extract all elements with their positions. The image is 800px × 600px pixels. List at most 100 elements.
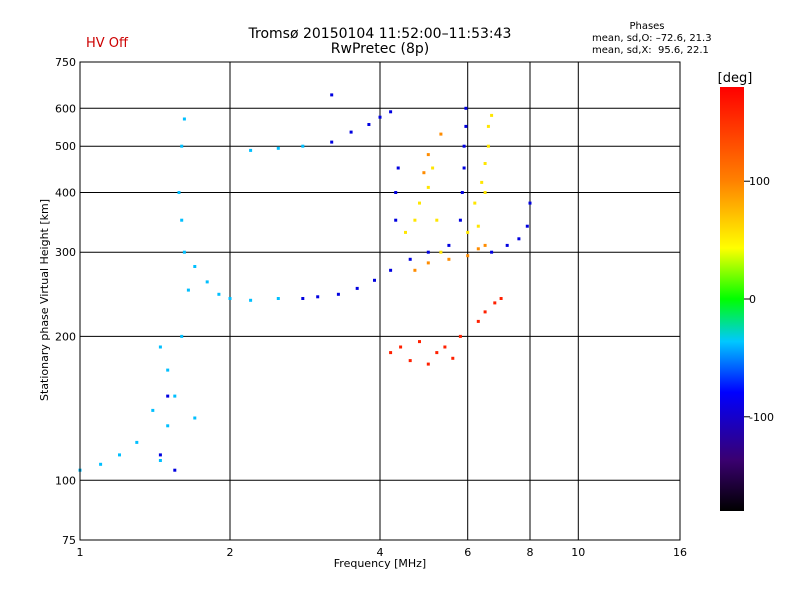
colorbar-ticks: -100 0 100 — [744, 175, 774, 424]
data-point — [447, 257, 451, 261]
y-tick-label: 200 — [55, 330, 76, 343]
y-tick-label: 400 — [55, 187, 76, 200]
data-point — [486, 144, 490, 148]
y-tick-label: 600 — [55, 102, 76, 115]
data-point — [249, 298, 253, 302]
data-point — [166, 394, 170, 398]
data-point — [166, 424, 170, 428]
data-point — [355, 286, 359, 290]
data-point — [118, 453, 121, 457]
y-axis-label: Stationary phase Virtual Height [km] — [38, 199, 51, 401]
grid-lines — [80, 62, 680, 540]
data-point — [476, 247, 480, 251]
data-point — [435, 351, 439, 355]
phase-stats-title: Phases — [629, 21, 665, 32]
data-point — [466, 230, 470, 234]
chart-title-line1: Tromsø 20150104 11:52:00–11:53:43 — [248, 26, 512, 42]
data-point — [182, 117, 186, 121]
phase-stats: Phases mean, sd,O: –72.6, 21.3 mean, sd,… — [592, 21, 712, 57]
data-point — [166, 368, 170, 372]
data-point — [404, 230, 407, 234]
data-point — [186, 288, 190, 292]
data-point — [493, 301, 497, 305]
x-tick-label: 2 — [227, 546, 234, 559]
data-point — [151, 408, 155, 412]
data-point — [389, 268, 393, 272]
colorbar — [720, 87, 744, 511]
data-point — [486, 124, 490, 128]
data-point — [483, 310, 487, 314]
data-point — [466, 254, 470, 258]
data-point — [473, 201, 477, 205]
y-tick-label: 75 — [62, 534, 76, 547]
data-point — [193, 416, 197, 420]
data-point — [499, 297, 503, 300]
data-point — [276, 146, 280, 150]
colorbar-tick-label: -100 — [749, 411, 774, 424]
data-point — [135, 440, 139, 444]
data-point — [173, 468, 177, 472]
data-point — [418, 201, 421, 205]
data-point — [408, 359, 412, 363]
x-tick-label: 6 — [464, 546, 471, 559]
colorbar-label: [deg] — [718, 71, 753, 86]
data-point — [517, 237, 521, 241]
data-point — [443, 345, 447, 349]
y-tick-label: 750 — [55, 56, 76, 69]
data-point — [177, 191, 181, 194]
phase-stats-x: mean, sd,X: 95.6, 22.1 — [592, 45, 709, 56]
data-point — [426, 250, 430, 254]
data-point — [249, 148, 253, 152]
data-point — [476, 224, 480, 228]
x-tick-label: 10 — [571, 546, 585, 559]
chart-title-line2: RwPretec (8p) — [330, 41, 430, 57]
data-point — [505, 243, 509, 247]
data-point — [389, 351, 393, 355]
data-point — [349, 130, 353, 134]
data-point — [490, 250, 494, 254]
data-point — [462, 166, 466, 170]
data-point — [180, 144, 184, 148]
data-point — [458, 334, 462, 338]
data-point — [447, 243, 451, 247]
data-point — [394, 191, 398, 194]
data-point — [426, 362, 430, 366]
data-point — [276, 297, 280, 300]
data-point — [426, 185, 430, 189]
data-point — [373, 278, 376, 282]
x-axis-label: Frequency [MHz] — [334, 557, 426, 570]
x-tick-label: 4 — [377, 546, 384, 559]
data-point — [378, 115, 382, 119]
data-point — [483, 162, 487, 165]
data-point — [330, 93, 334, 97]
data-point — [464, 106, 468, 110]
data-point — [193, 265, 197, 268]
data-point — [464, 124, 468, 128]
data-point — [525, 224, 529, 228]
data-point — [158, 345, 162, 349]
data-point — [99, 462, 103, 466]
data-point — [418, 340, 421, 344]
data-point — [399, 345, 403, 349]
data-point — [413, 218, 417, 222]
data-point — [389, 110, 393, 114]
x-axis-ticks: 1 2 4 6 8 10 16 — [77, 546, 688, 559]
data-point — [408, 257, 412, 261]
colorbar-tick-label: 0 — [749, 293, 756, 306]
y-tick-label: 500 — [55, 140, 76, 153]
data-point — [158, 453, 162, 457]
data-points — [78, 93, 532, 472]
x-tick-label: 8 — [527, 546, 534, 559]
data-point — [528, 201, 532, 205]
y-axis-ticks: 75 100 200 300 400 500 600 750 — [55, 56, 76, 547]
data-point — [439, 132, 443, 136]
data-point — [458, 218, 462, 222]
data-point — [367, 123, 371, 126]
data-point — [336, 292, 340, 296]
data-point — [431, 166, 435, 170]
data-point — [316, 295, 320, 299]
data-point — [483, 191, 487, 194]
data-point — [396, 166, 400, 170]
data-point — [476, 319, 480, 323]
data-point — [158, 459, 162, 462]
